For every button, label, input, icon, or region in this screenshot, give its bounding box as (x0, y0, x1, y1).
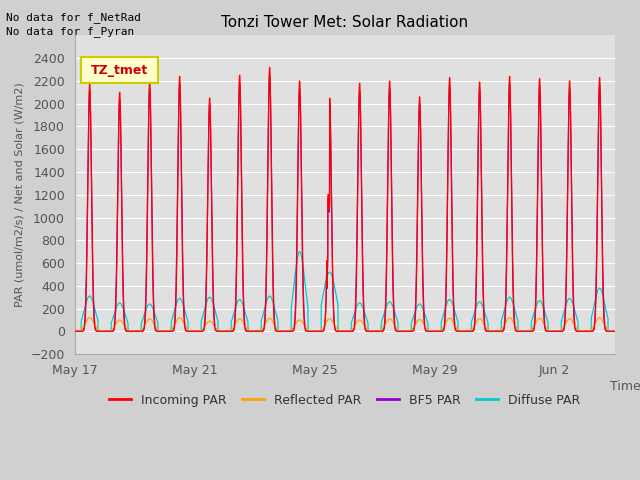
Legend: Incoming PAR, Reflected PAR, BF5 PAR, Diffuse PAR: Incoming PAR, Reflected PAR, BF5 PAR, Di… (104, 389, 586, 412)
X-axis label: Time: Time (610, 380, 640, 393)
Title: Tonzi Tower Met: Solar Radiation: Tonzi Tower Met: Solar Radiation (221, 15, 468, 30)
Text: No data for f_NetRad: No data for f_NetRad (6, 12, 141, 23)
Text: TZ_tmet: TZ_tmet (91, 64, 148, 77)
Text: No data for f_Pyran: No data for f_Pyran (6, 26, 134, 37)
Y-axis label: PAR (umol/m2/s) / Net and Solar (W/m2): PAR (umol/m2/s) / Net and Solar (W/m2) (15, 83, 25, 307)
